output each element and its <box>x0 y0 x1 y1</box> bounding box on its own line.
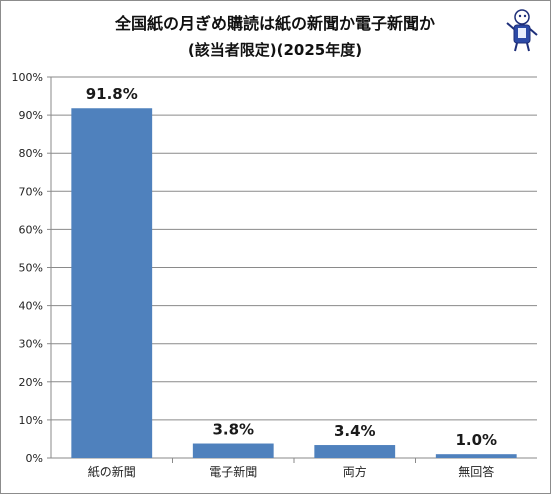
y-tick-label: 20% <box>19 376 43 389</box>
y-tick-label: 50% <box>19 262 43 275</box>
data-label: 91.8% <box>86 85 138 103</box>
x-tick-label: 紙の新聞 <box>88 464 136 479</box>
x-tick-label: 無回答 <box>458 464 494 479</box>
y-tick-label: 70% <box>19 185 43 198</box>
chart-title: 全国紙の月ぎめ購読は紙の新聞か電子新聞か <box>114 14 435 33</box>
y-tick-label: 90% <box>19 109 43 122</box>
data-label: 3.8% <box>212 421 254 439</box>
y-tick-label: 60% <box>19 223 43 236</box>
y-tick-label: 10% <box>19 414 43 427</box>
x-tick-label: 電子新聞 <box>209 464 257 479</box>
bar <box>314 445 396 458</box>
data-label: 1.0% <box>455 431 497 449</box>
y-tick-label: 0% <box>26 452 43 465</box>
y-tick-label: 100% <box>12 71 43 84</box>
y-tick-label: 30% <box>19 338 43 351</box>
bar <box>71 108 153 458</box>
bar <box>435 454 517 458</box>
data-label: 3.4% <box>334 422 376 440</box>
y-tick-label: 80% <box>19 147 43 160</box>
x-tick-label: 両方 <box>343 464 367 479</box>
y-tick-label: 40% <box>19 300 43 313</box>
mascot-icon <box>506 9 538 52</box>
bar <box>192 443 274 458</box>
chart-subtitle: (該当者限定)(2025年度) <box>188 41 362 59</box>
